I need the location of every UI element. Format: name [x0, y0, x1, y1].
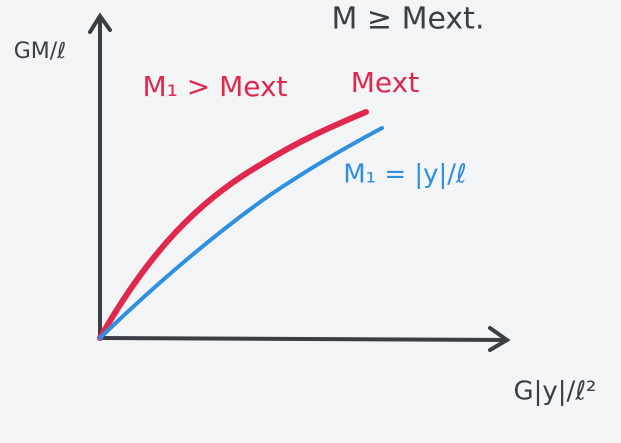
- blue-curve-label: M₁ = |y|/ℓ: [343, 160, 467, 190]
- whiteboard-sketch: M ≥ Mext. GM/ℓ G|y|/ℓ² M₁ > Mext Mext M₁…: [0, 0, 621, 443]
- red-curve-label: M₁ > Mext: [142, 70, 287, 103]
- page: {"title": "M ≥ Mext.", "y_axis_label": "…: [0, 0, 621, 443]
- red-curve-end-label: Mext: [351, 66, 419, 99]
- x-axis-label: G|y|/ℓ²: [514, 377, 597, 407]
- y-axis-label: GM/ℓ: [14, 39, 67, 64]
- title: M ≥ Mext.: [332, 2, 485, 37]
